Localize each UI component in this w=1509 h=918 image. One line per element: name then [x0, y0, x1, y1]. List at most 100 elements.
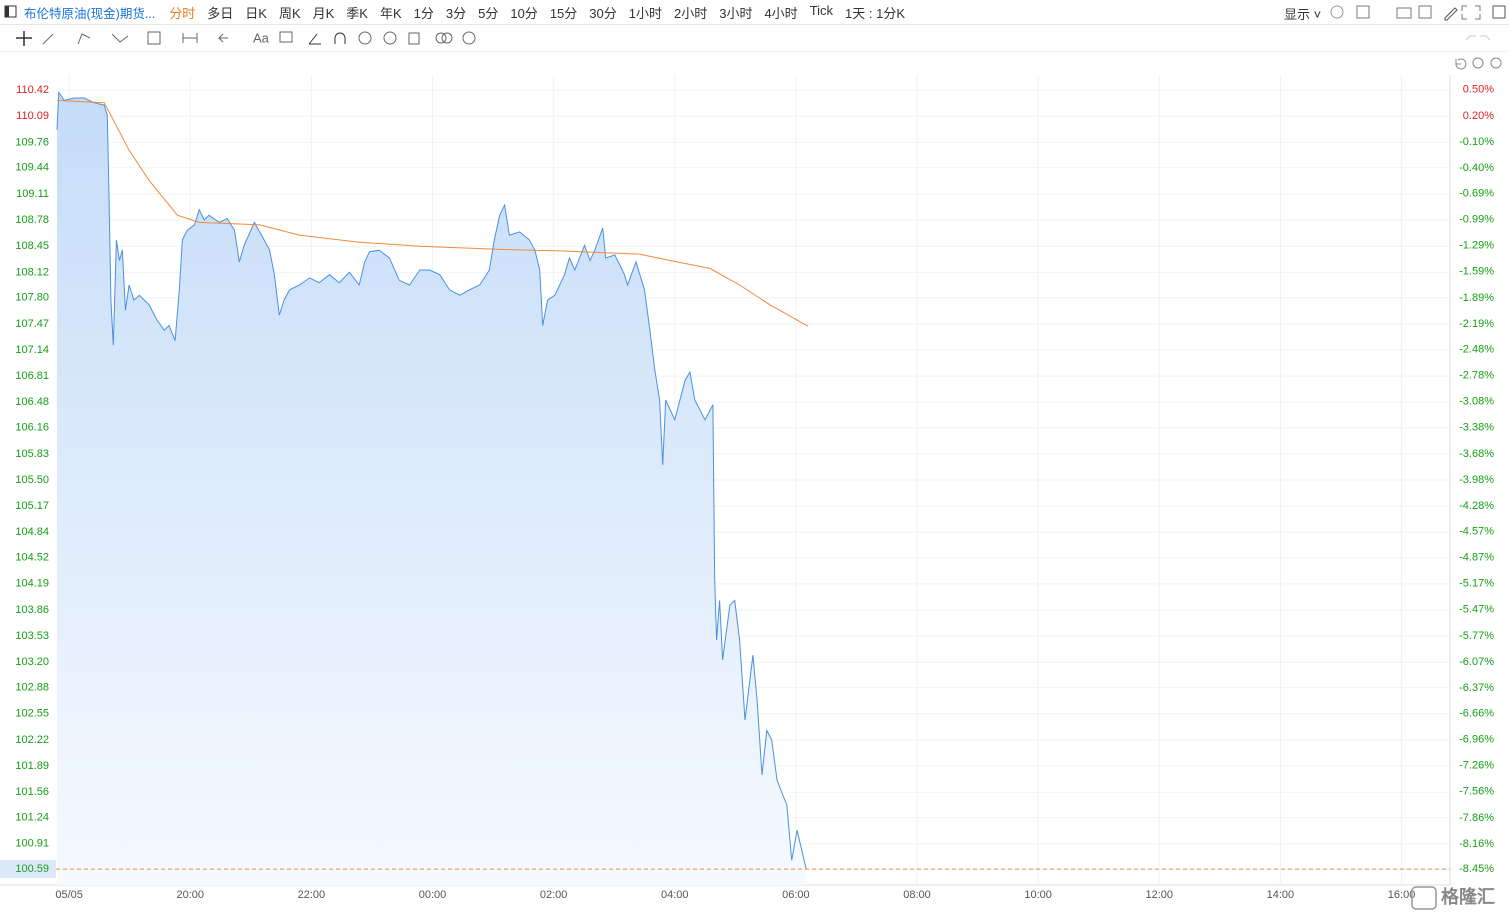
period-tab[interactable]: 1小时: [628, 5, 662, 21]
y2-tick-label: -0.10%: [1459, 136, 1494, 148]
settings-icon[interactable]: [1330, 5, 1344, 19]
y-tick-label: 103.20: [15, 656, 49, 668]
period-tab[interactable]: 1分: [413, 5, 434, 21]
y-tick-label: 100.91: [15, 838, 49, 850]
y-tick-label: 108.78: [15, 214, 49, 226]
period-tabs: 分时 多日 日K 周K 月K 季K 年K 1分 3分 5分 10分 15分 30分 1小时 2小时 3小时 4小…: [169, 3, 917, 22]
delete-tool[interactable]: [408, 32, 420, 45]
instrument-title[interactable]: 布伦特原油(现金)期货...: [24, 6, 156, 21]
y2-tick-label: -0.40%: [1459, 162, 1494, 174]
period-tab[interactable]: 15分: [549, 5, 578, 21]
price-area: [57, 92, 807, 885]
y2-tick-label: -4.28%: [1459, 500, 1494, 512]
lock-tool[interactable]: [358, 31, 372, 45]
x-tick-label: 08:00: [903, 889, 931, 901]
y2-tick-label: -3.98%: [1459, 474, 1494, 486]
display-label[interactable]: 显示: [1284, 7, 1311, 22]
y2-tick-label: -7.86%: [1459, 812, 1494, 824]
y2-tick-label: -2.48%: [1459, 343, 1494, 355]
y-tick-label: 101.89: [15, 760, 49, 772]
current-price-marker: [0, 860, 56, 879]
y-tick-label: 107.80: [15, 292, 49, 304]
period-tab[interactable]: 10分: [510, 5, 538, 21]
x-tick-label: 16:00: [1388, 889, 1416, 901]
y-tick-label: 105.83: [15, 448, 49, 460]
arrow-tool[interactable]: [217, 33, 228, 43]
magnet-tool[interactable]: [334, 32, 346, 44]
undo-redo[interactable]: [1465, 35, 1491, 41]
period-tab[interactable]: 30分: [589, 5, 617, 21]
pen-icon[interactable]: [1444, 7, 1458, 21]
compare-tool[interactable]: [435, 32, 447, 44]
period-tab[interactable]: 多日: [207, 5, 234, 21]
period-tab[interactable]: 分时: [169, 5, 196, 21]
layout-icon[interactable]: [1356, 5, 1370, 19]
period-tab[interactable]: 1天 : 1分K: [845, 5, 906, 21]
drawing-toolbar: Aa: [0, 26, 1509, 52]
x-tick-label: 06:00: [782, 889, 810, 901]
reset-zoom[interactable]: [1455, 58, 1467, 70]
angle-tool[interactable]: [308, 33, 321, 45]
x-tick-label: 12:00: [1146, 889, 1174, 901]
y2-tick-label: -0.69%: [1459, 187, 1494, 199]
y2-tick-label: -1.89%: [1459, 292, 1494, 304]
y2-tick-label: -3.08%: [1459, 396, 1494, 408]
right-tools: [1330, 5, 1506, 21]
x-tick-label: 04:00: [661, 889, 689, 901]
period-tab[interactable]: 周K: [278, 5, 301, 21]
move-tool[interactable]: [16, 31, 32, 46]
fib-tool[interactable]: [147, 31, 161, 45]
x-tick-label: 10:00: [1024, 889, 1052, 901]
price-line: [56, 90, 807, 870]
period-tab[interactable]: Tick: [809, 2, 834, 18]
window-icon[interactable]: [1492, 5, 1506, 19]
y-tick-label: 106.48: [15, 396, 49, 408]
pattern-tool[interactable]: [111, 33, 129, 43]
y2-tick-label: -0.99%: [1459, 213, 1494, 225]
y-tick-label: 108.12: [15, 266, 49, 278]
drawing-tools: Aa: [16, 30, 1491, 46]
channel-tool[interactable]: [77, 33, 91, 45]
period-tab[interactable]: 季K: [346, 5, 368, 21]
x-tick-label: 14:00: [1267, 889, 1295, 901]
y-tick-label: 103.86: [15, 604, 49, 616]
y-tick-label: 102.55: [15, 708, 49, 720]
chart: 05/05 20:00 22:00 00:00 02:00 04:00 06:00 08:00…: [0, 57, 1502, 910]
display-menu[interactable]: 显示 ˅: [1284, 7, 1322, 22]
y-tick-label: 109.76: [15, 136, 49, 148]
y2-tick-label: -5.47%: [1459, 604, 1494, 616]
y2-tick-label: -6.66%: [1459, 707, 1494, 719]
y-tick-label: 108.45: [15, 240, 49, 252]
measure-tool[interactable]: [182, 33, 198, 43]
period-tab[interactable]: 4小时: [764, 5, 798, 21]
line-tool[interactable]: [42, 33, 54, 45]
x-tick-label: 00:00: [419, 889, 447, 901]
edit-icon[interactable]: [1418, 5, 1432, 19]
chart-settings-tool[interactable]: [462, 31, 476, 45]
y2-tick-label: -8.45%: [1459, 863, 1494, 875]
y-tick-label: 103.53: [15, 630, 49, 642]
y2-tick-label: -4.87%: [1459, 551, 1494, 563]
text-tool[interactable]: Aa: [253, 30, 270, 45]
period-tab[interactable]: 3小时: [719, 5, 753, 21]
period-toolbar: 布伦特原油(现金)期货... 分时 多日 日K 周K 月K 季K 年K 1分 3分 5分 10分 15…: [0, 0, 1509, 25]
camera-icon[interactable]: [1396, 7, 1412, 19]
note-tool[interactable]: [279, 31, 293, 43]
y-tick-label: 110.42: [16, 84, 49, 96]
period-tab[interactable]: 日K: [245, 5, 267, 21]
y-tick-label: 109.11: [16, 188, 49, 200]
period-tab[interactable]: 3分: [445, 5, 467, 21]
period-tab[interactable]: 月K: [312, 5, 335, 21]
sidebar-icon[interactable]: [4, 5, 18, 19]
period-tab[interactable]: 5分: [478, 5, 499, 21]
period-tab[interactable]: 年K: [379, 5, 402, 21]
zoom-out[interactable]: [1472, 57, 1484, 69]
fullscreen-icon[interactable]: [1461, 5, 1481, 20]
eye-tool[interactable]: [383, 31, 397, 45]
y2-tick-label: -4.57%: [1459, 525, 1494, 537]
y-tick-label: 102.22: [15, 734, 49, 746]
zoom-in[interactable]: [1490, 57, 1502, 69]
period-tab[interactable]: 2小时: [673, 5, 708, 21]
y2-tick-label: -7.56%: [1459, 786, 1494, 798]
